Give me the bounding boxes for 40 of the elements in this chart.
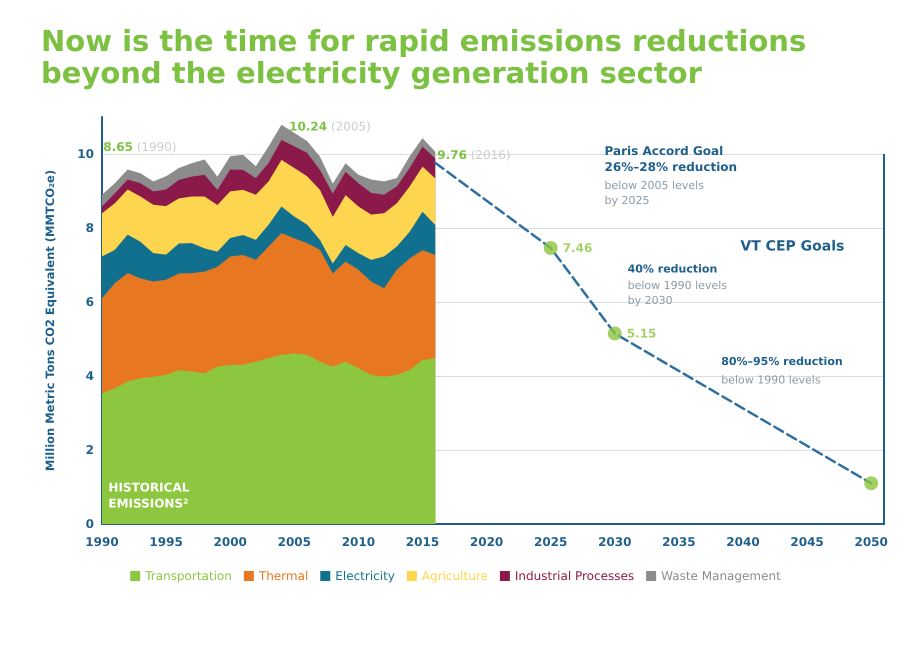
x-tick-label: 2040 xyxy=(726,535,760,549)
legend-label: Thermal xyxy=(258,569,308,583)
legend-label: Transportation xyxy=(144,569,232,583)
point xyxy=(608,326,622,340)
data-label: 5.15 xyxy=(626,326,656,340)
x-tick-label: 2035 xyxy=(662,535,696,549)
y-axis-title: Million Metric Tons CO2 Equivalent (MMTCO₂e) xyxy=(43,170,57,472)
x-tick-label: 1990 xyxy=(85,535,119,549)
y-tick-label: 6 xyxy=(86,295,94,309)
y-tick-label: 2 xyxy=(86,443,94,457)
x-tick-label: 1995 xyxy=(149,535,183,549)
x-tick-label: 2050 xyxy=(854,535,888,549)
annotation: 80%–95% reduction xyxy=(721,354,843,368)
legend-label: Industrial Processes xyxy=(514,569,634,583)
annotation: VT CEP Goals xyxy=(740,238,844,254)
y-tick-label: 10 xyxy=(77,147,94,161)
data-label: 7.46 xyxy=(562,240,592,255)
legend-label: Waste Management xyxy=(661,569,782,583)
legend-label: Agriculture xyxy=(422,569,488,583)
x-tick-label: 2010 xyxy=(342,535,376,549)
annotation: 40% reduction xyxy=(628,262,718,276)
x-tick-label: 2045 xyxy=(790,535,824,549)
x-tick-label: 2000 xyxy=(213,535,247,549)
x-tick-label: 2025 xyxy=(534,535,568,549)
point xyxy=(544,240,558,255)
legend-label: Electricity xyxy=(335,569,395,583)
annotation: below 2005 levels by 2025 xyxy=(604,179,704,208)
annotation: HISTORICAL EMISSIONS² xyxy=(108,480,190,511)
y-tick-label: 4 xyxy=(86,369,94,383)
x-tick-label: 2020 xyxy=(470,535,504,549)
annotation: below 1990 levels by 2030 xyxy=(628,278,728,307)
x-tick-label: 2005 xyxy=(278,535,311,549)
chart-title: Now is the time for rapid emissions reductions beyond the electricity generation sector xyxy=(41,24,806,90)
y-tick-label: 0 xyxy=(86,517,94,531)
point xyxy=(864,476,878,490)
x-tick-label: 2030 xyxy=(598,535,632,549)
annotation: below 1990 levels xyxy=(721,373,821,386)
x-tick-label: 2015 xyxy=(406,535,440,549)
y-tick-label: 8 xyxy=(86,221,94,235)
annotation: Paris Accord Goal 26%–28% reduction xyxy=(604,144,738,174)
